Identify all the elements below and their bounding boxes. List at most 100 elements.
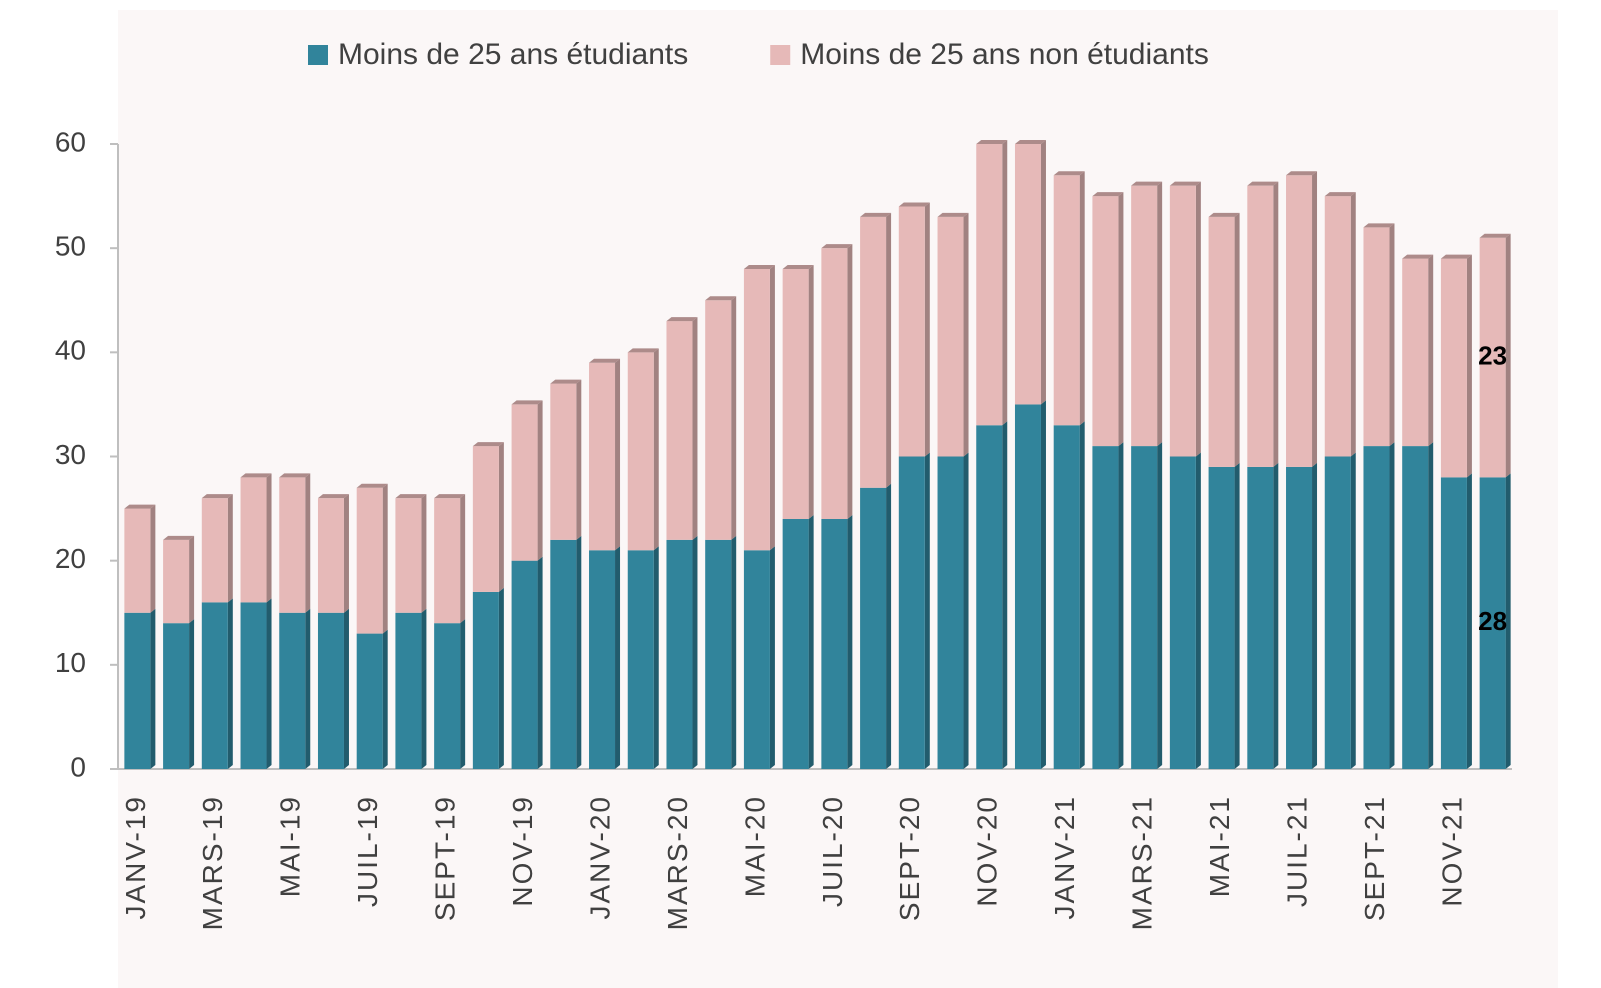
bar (1092, 446, 1119, 769)
bar (1286, 175, 1313, 467)
bar-side (1002, 140, 1008, 426)
bar (627, 550, 654, 769)
bar (1014, 404, 1041, 769)
bar-side (1118, 442, 1124, 769)
bar (317, 498, 344, 613)
x-tick-label: MARS-20 (662, 795, 693, 930)
bar-top (1014, 140, 1046, 144)
bar-top (976, 140, 1008, 144)
bar (1324, 196, 1351, 457)
x-tick-label: JANV-19 (120, 795, 151, 920)
bar (976, 144, 1003, 426)
bar-side (653, 546, 659, 769)
bar (356, 487, 383, 634)
bar-top (1402, 254, 1434, 259)
bar-top (163, 535, 195, 540)
bar-side (227, 494, 233, 603)
bar (511, 560, 538, 769)
bar-side (576, 535, 582, 769)
bar-side (266, 473, 272, 603)
legend-label: Moins de 25 ans non étudiants (800, 38, 1209, 71)
bar-side (1195, 181, 1201, 457)
bar-side (421, 494, 427, 613)
bar-side (227, 598, 233, 769)
bar-top (782, 265, 814, 269)
bar-side (1157, 181, 1163, 447)
bar-side (1428, 254, 1434, 447)
y-tick-label: 30 (55, 439, 86, 470)
bar (1053, 425, 1080, 769)
bar-side (1312, 171, 1318, 467)
bar-top (1324, 192, 1356, 197)
bar-side (1428, 442, 1434, 769)
bar-side (653, 348, 659, 551)
bar-side (1040, 140, 1046, 405)
bar (356, 633, 383, 769)
bar-side (692, 535, 698, 769)
bar-side (1389, 442, 1395, 769)
bar-top (356, 483, 388, 488)
bar (782, 519, 809, 769)
y-tick-label: 10 (55, 647, 86, 678)
bar-top (860, 212, 892, 217)
bar (1169, 456, 1196, 769)
bar-side (1350, 452, 1356, 769)
bar (1363, 227, 1390, 447)
x-tick-label: SEPT-19 (430, 795, 461, 921)
bar (782, 269, 809, 519)
x-tick-label: JUIL-21 (1281, 795, 1312, 907)
bar (1208, 216, 1235, 467)
bar (1286, 466, 1313, 769)
bar (1208, 466, 1235, 769)
bar-side (1195, 452, 1201, 769)
bar-top (898, 202, 930, 207)
bar-side (576, 379, 582, 540)
bar-side (886, 483, 892, 769)
bar (589, 362, 616, 551)
bar (1169, 185, 1196, 457)
x-tick-label: MARS-21 (1127, 795, 1158, 930)
bar-side (1466, 254, 1472, 478)
bar-side (847, 515, 853, 769)
bar-top (1479, 233, 1511, 238)
bar-side (266, 598, 272, 769)
bar (511, 404, 538, 561)
bar-top (240, 473, 272, 478)
bar-side (1350, 192, 1356, 457)
bar-side (1466, 473, 1472, 769)
bar-side (808, 265, 814, 519)
bar-side (343, 494, 349, 613)
bar (395, 612, 422, 769)
bar (201, 498, 228, 603)
bar (1440, 477, 1467, 769)
bar (1479, 477, 1506, 769)
bar-side (808, 515, 814, 769)
bar (1131, 446, 1158, 769)
bar (124, 612, 151, 769)
x-tick-label: MAI-19 (275, 795, 306, 897)
bar (395, 498, 422, 613)
bar-side (1157, 442, 1163, 769)
bar (240, 602, 267, 769)
x-tick-label: JUIL-19 (352, 795, 383, 907)
bar-side (615, 358, 621, 551)
bar-top (1169, 181, 1201, 186)
bar (163, 623, 190, 769)
bar-side (382, 629, 388, 769)
bar (1247, 466, 1274, 769)
x-tick-label: JANV-21 (1049, 795, 1080, 920)
bar-side (963, 452, 969, 769)
bar-side (769, 546, 775, 769)
x-tick-label: SEPT-20 (894, 795, 925, 921)
bar-side (305, 608, 311, 769)
bar-side (924, 202, 930, 457)
legend-label: Moins de 25 ans étudiants (338, 38, 688, 71)
bar (705, 300, 732, 540)
bar (1363, 446, 1390, 769)
bar (743, 269, 770, 551)
bar (821, 248, 848, 519)
bar (1014, 144, 1041, 405)
bar (279, 477, 306, 613)
bar-side (769, 265, 775, 551)
y-tick-label: 0 (70, 751, 86, 782)
